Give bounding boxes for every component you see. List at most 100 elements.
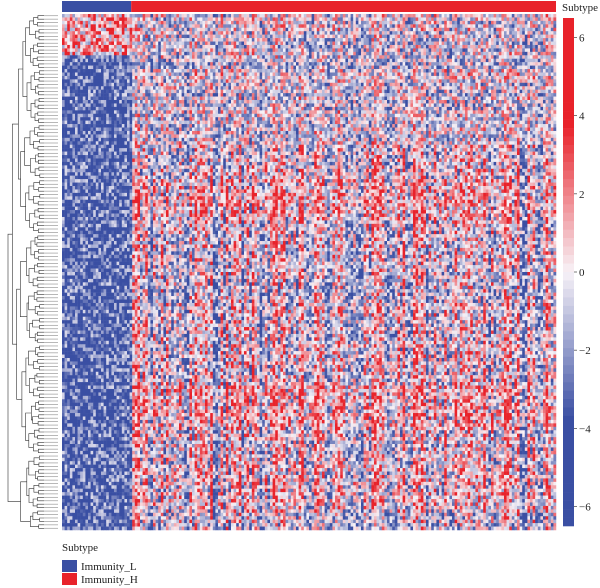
heatmap-cell: [514, 41, 518, 46]
heatmap-cell: [306, 62, 310, 66]
heatmap-cell: [145, 44, 149, 49]
heatmap-cell: [309, 34, 312, 39]
heatmap-cell: [550, 48, 554, 53]
heatmap-cell: [426, 65, 429, 70]
heatmap-cell: [329, 89, 333, 94]
heatmap-cell: [420, 72, 424, 77]
heatmap-cell: [355, 89, 359, 94]
heatmap-cell: [511, 79, 515, 84]
heatmap-cell: [290, 75, 294, 80]
heatmap-cell: [189, 58, 193, 63]
heatmap-cell: [264, 62, 268, 66]
heatmap-cell: [358, 96, 362, 101]
heatmap-cell: [114, 14, 117, 18]
heatmap-cell: [163, 93, 167, 97]
heatmap-cell: [553, 89, 557, 94]
heatmap-cell: [121, 96, 125, 101]
heatmap-cell: [337, 34, 341, 39]
heatmap-cell: [353, 44, 357, 49]
heatmap-cell: [90, 72, 94, 77]
heatmap-cell: [374, 48, 377, 53]
heatmap-cell: [483, 44, 487, 49]
heatmap-cell: [238, 72, 242, 77]
heatmap-cell: [439, 93, 442, 97]
heatmap-cell: [212, 89, 216, 94]
heatmap-cell: [158, 75, 162, 80]
heatmap-cell: [212, 86, 216, 90]
heatmap-cell: [220, 65, 224, 70]
heatmap-cell: [543, 62, 546, 66]
heatmap-cell: [381, 62, 385, 66]
heatmap-cell: [355, 41, 359, 46]
heatmap-cell: [379, 55, 383, 59]
heatmap-cell: [223, 24, 227, 29]
heatmap-cell: [358, 24, 362, 29]
heatmap-cell: [132, 38, 136, 42]
heatmap-cell: [121, 14, 125, 18]
heatmap-cell: [491, 20, 494, 25]
heatmap-cell: [496, 41, 500, 46]
heatmap-cell: [163, 58, 167, 63]
heatmap-cell: [153, 48, 156, 53]
heatmap-cell: [124, 41, 128, 46]
heatmap-cell: [212, 34, 216, 39]
heatmap-cell: [132, 93, 136, 97]
heatmap-cell: [485, 82, 489, 87]
heatmap-cell: [402, 31, 406, 35]
heatmap-cell: [267, 20, 271, 25]
heatmap-cell: [238, 48, 242, 53]
heatmap-cell: [181, 75, 185, 80]
heatmap-cell: [116, 44, 120, 49]
heatmap-cell: [545, 58, 549, 63]
heatmap-cell: [485, 17, 489, 22]
heatmap-cell: [212, 69, 216, 73]
heatmap-cell: [223, 44, 227, 49]
heatmap-cell: [353, 38, 357, 42]
heatmap-cell: [280, 65, 284, 70]
heatmap-cell: [314, 89, 318, 94]
heatmap-cell: [85, 51, 89, 56]
heatmap-cell: [340, 20, 344, 25]
heatmap-cell: [501, 24, 505, 29]
heatmap-cell: [153, 14, 156, 18]
heatmap-cell: [301, 14, 305, 18]
heatmap-cell: [548, 65, 552, 70]
heatmap-cell: [322, 62, 325, 66]
heatmap-cell: [504, 65, 507, 70]
dendrogram-branch: [37, 42, 44, 47]
heatmap-cell: [462, 51, 466, 56]
dendrogram-branch: [34, 251, 39, 259]
heatmap-cell: [441, 51, 445, 56]
heatmap-cell: [527, 89, 531, 94]
heatmap-cell: [197, 89, 201, 94]
heatmap-cell: [480, 27, 484, 32]
heatmap-cell: [472, 86, 476, 90]
heatmap-cell: [257, 51, 260, 56]
heatmap-cell: [340, 17, 344, 22]
heatmap-cell: [501, 86, 505, 90]
heatmap-cell: [519, 38, 523, 42]
heatmap-cell: [134, 55, 138, 59]
heatmap-cell: [194, 79, 198, 84]
dendrogram-branch: [38, 77, 44, 82]
heatmap-cell: [72, 69, 76, 73]
heatmap-cell: [389, 34, 393, 39]
heatmap-cell: [527, 34, 531, 39]
dendrogram-branch: [37, 22, 44, 27]
heatmap-cell: [298, 34, 302, 39]
heatmap-cell: [103, 48, 107, 53]
heatmap-cell: [384, 17, 388, 22]
heatmap-cell: [405, 86, 409, 90]
heatmap-cell: [355, 55, 359, 59]
heatmap-cell: [264, 58, 268, 63]
heatmap-cell: [64, 17, 68, 22]
heatmap-cell: [210, 44, 214, 49]
heatmap-cell: [379, 14, 383, 18]
heatmap-cell: [400, 65, 403, 70]
heatmap-cell: [301, 48, 305, 53]
heatmap-cell: [189, 89, 193, 94]
heatmap-cell: [90, 38, 94, 42]
heatmap-cell: [150, 82, 154, 87]
heatmap-cell: [452, 65, 455, 70]
heatmap-cell: [85, 27, 89, 32]
